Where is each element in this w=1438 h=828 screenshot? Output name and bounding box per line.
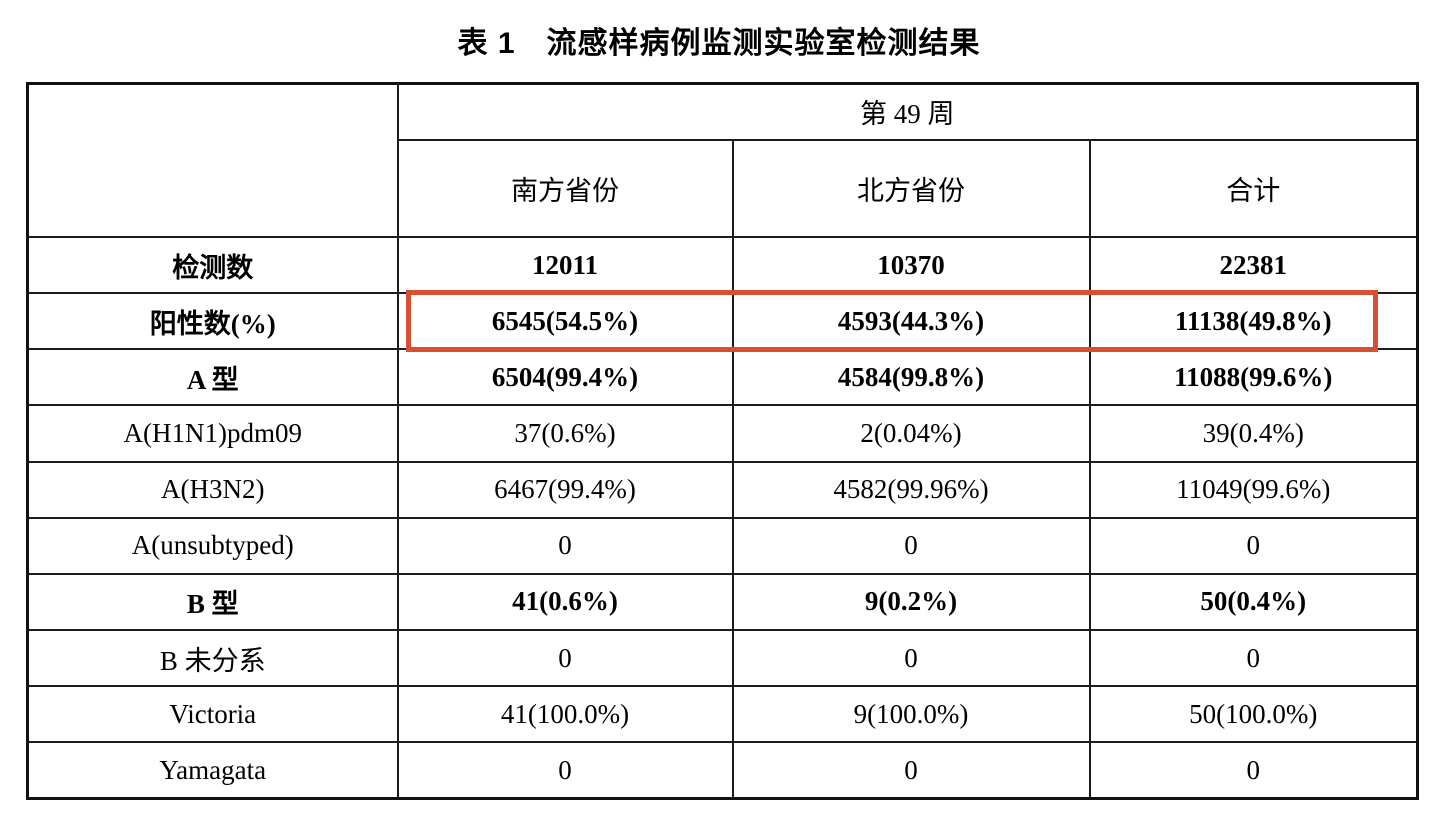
table-cell: 6504(99.4%) — [396, 348, 734, 407]
table-cell: 6545(54.5%) — [396, 292, 734, 351]
table-row: A 型 6504(99.4%) 4584(99.8%) 11088(99.6%) — [26, 348, 1419, 407]
row-label: Yamagata — [26, 741, 399, 800]
row-label: Victoria — [26, 685, 399, 744]
table-cell: 0 — [1088, 741, 1419, 800]
table-cell: 50(100.0%) — [1088, 685, 1419, 744]
row-label: 阳性数(%) — [26, 292, 399, 351]
corner-cell — [26, 82, 399, 238]
table-cell: 4584(99.8%) — [731, 348, 1091, 407]
col-header-north: 北方省份 — [731, 138, 1091, 238]
results-table: 第 49 周 南方省份 北方省份 合计 检测数 12011 10370 2238… — [26, 82, 1420, 800]
table-title: 表 1 流感样病例监测实验室检测结果 — [457, 27, 981, 60]
table-row: B 未分系 0 0 0 — [26, 629, 1419, 688]
table-cell: 9(0.2%) — [731, 572, 1091, 632]
table-row: A(H1N1)pdm09 37(0.6%) 2(0.04%) 39(0.4%) — [26, 404, 1419, 463]
col-header-south: 南方省份 — [396, 138, 734, 238]
row-label: A(unsubtyped) — [26, 516, 399, 575]
table-cell: 0 — [1088, 629, 1419, 688]
table-row: 阳性数(%) 6545(54.5%) 4593(44.3%) 11138(49.… — [26, 292, 1419, 351]
table-cell: 11138(49.8%) — [1088, 292, 1419, 351]
table-row: B 型 41(0.6%) 9(0.2%) 50(0.4%) — [26, 572, 1419, 632]
table-cell: 11049(99.6%) — [1088, 460, 1419, 519]
table-row: A(unsubtyped) 0 0 0 — [26, 516, 1419, 575]
table-cell: 22381 — [1088, 235, 1419, 295]
row-label: A(H1N1)pdm09 — [26, 404, 399, 463]
table-cell: 2(0.04%) — [731, 404, 1091, 463]
row-label: A(H3N2) — [26, 460, 399, 519]
table-cell: 12011 — [396, 235, 734, 295]
table-cell: 0 — [396, 629, 734, 688]
table-cell: 9(100.0%) — [731, 685, 1091, 744]
col-header-total: 合计 — [1088, 138, 1419, 238]
table-row: A(H3N2) 6467(99.4%) 4582(99.96%) 11049(9… — [26, 460, 1419, 519]
table-row: 检测数 12011 10370 22381 — [26, 235, 1419, 295]
table-cell: 0 — [731, 741, 1091, 800]
table-cell: 0 — [1088, 516, 1419, 575]
table-row: Victoria 41(100.0%) 9(100.0%) 50(100.0%) — [26, 685, 1419, 744]
table-cell: 11088(99.6%) — [1088, 348, 1419, 407]
week-header: 第 49 周 — [396, 82, 1419, 141]
table-cell: 41(100.0%) — [396, 685, 734, 744]
table-cell: 0 — [396, 741, 734, 800]
row-label: 检测数 — [26, 235, 399, 295]
table-cell: 0 — [731, 516, 1091, 575]
table-row: Yamagata 0 0 0 — [26, 741, 1419, 800]
table-cell: 41(0.6%) — [396, 572, 734, 632]
table-cell: 4593(44.3%) — [731, 292, 1091, 351]
row-label: A 型 — [26, 348, 399, 407]
table-cell: 0 — [396, 516, 734, 575]
table-cell: 0 — [731, 629, 1091, 688]
table-cell: 10370 — [731, 235, 1091, 295]
row-label: B 未分系 — [26, 629, 399, 688]
table-cell: 6467(99.4%) — [396, 460, 734, 519]
table-cell: 50(0.4%) — [1088, 572, 1419, 632]
table-cell: 4582(99.96%) — [731, 460, 1091, 519]
row-label: B 型 — [26, 572, 399, 632]
table-cell: 39(0.4%) — [1088, 404, 1419, 463]
table-cell: 37(0.6%) — [396, 404, 734, 463]
